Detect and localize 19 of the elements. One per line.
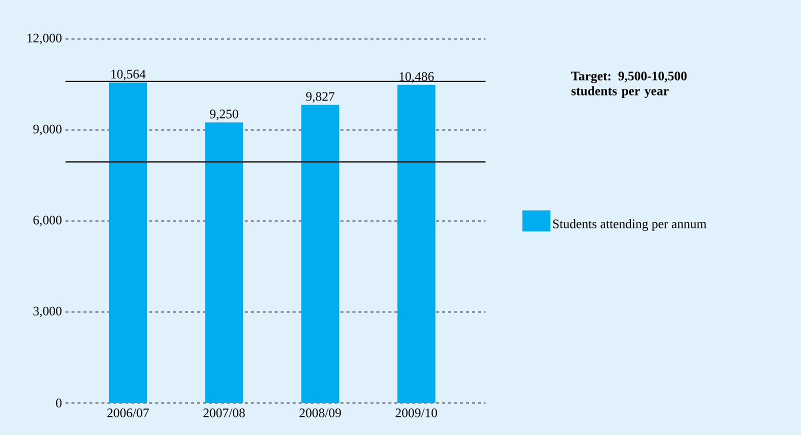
x-tick-label: 2008/09	[300, 408, 341, 418]
data-label: 10,486	[400, 72, 434, 83]
bar	[205, 122, 244, 403]
bar	[397, 84, 436, 403]
data-label: 9,250	[210, 110, 238, 120]
y-tick-label: 0	[56, 398, 62, 408]
bar	[109, 82, 147, 403]
x-tick-label: 2006/07	[107, 408, 149, 418]
y-tick-label: 6,000	[33, 216, 62, 226]
legend-label: Students attending per annum	[553, 219, 706, 231]
y-tick-label: 3,000	[33, 306, 62, 318]
data-label: 10,564	[111, 70, 146, 80]
bar	[301, 104, 340, 403]
text: Target: 9,500-10,500 students per year	[571, 72, 687, 98]
x-tick-label: 2009/10	[396, 408, 438, 418]
x-tick-label: 2007/08	[203, 408, 245, 418]
y-tick-label: 12,000	[28, 34, 62, 44]
data-label: 9,827	[306, 92, 334, 103]
y-tick-label: 9,000	[33, 124, 62, 136]
